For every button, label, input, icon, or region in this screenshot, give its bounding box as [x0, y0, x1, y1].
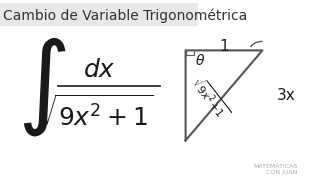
Text: 1: 1	[219, 39, 229, 54]
FancyBboxPatch shape	[0, 3, 198, 26]
Text: dx: dx	[84, 58, 115, 82]
Bar	[186, 50, 194, 55]
Text: $\sqrt{9x^2+1}$: $\sqrt{9x^2+1}$	[38, 95, 154, 132]
Text: MATEMÁTICAS
CON JUAN: MATEMÁTICAS CON JUAN	[253, 164, 298, 175]
Text: 3x: 3x	[277, 88, 296, 103]
Text: $\theta$: $\theta$	[195, 53, 205, 68]
Text: $\sqrt{9x^2\!+\!1}$: $\sqrt{9x^2\!+\!1}$	[188, 73, 232, 122]
Text: $\int$: $\int$	[17, 35, 66, 138]
Text: Cambio de Variable Trigonométrica: Cambio de Variable Trigonométrica	[3, 8, 247, 22]
